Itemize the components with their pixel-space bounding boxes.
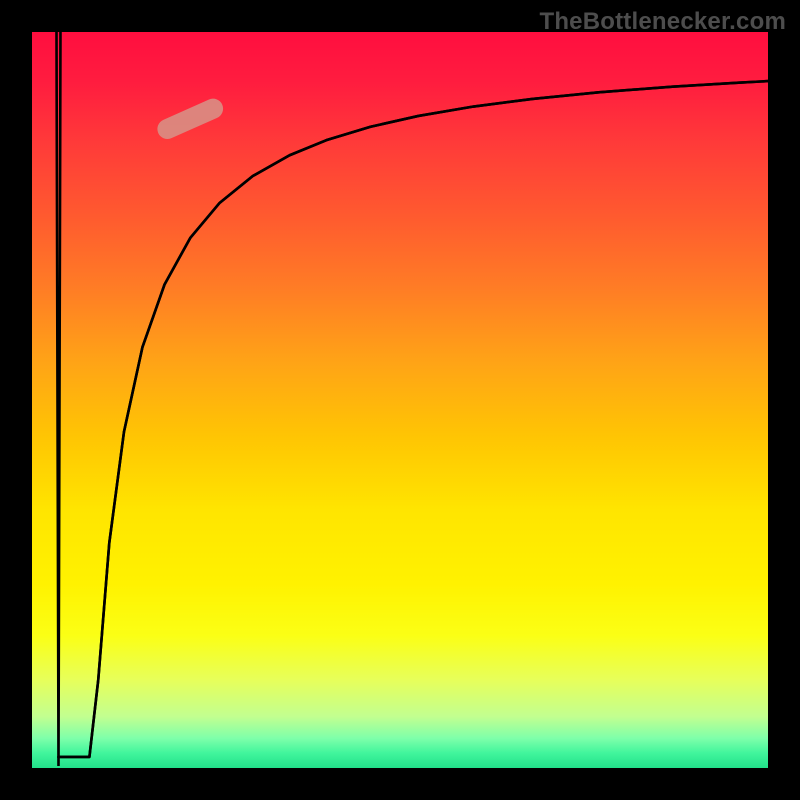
line-chart <box>0 0 800 800</box>
chart-background <box>32 32 768 768</box>
watermark-text: TheBottlenecker.com <box>539 8 786 36</box>
chart-container: TheBottlenecker.com <box>0 0 800 800</box>
